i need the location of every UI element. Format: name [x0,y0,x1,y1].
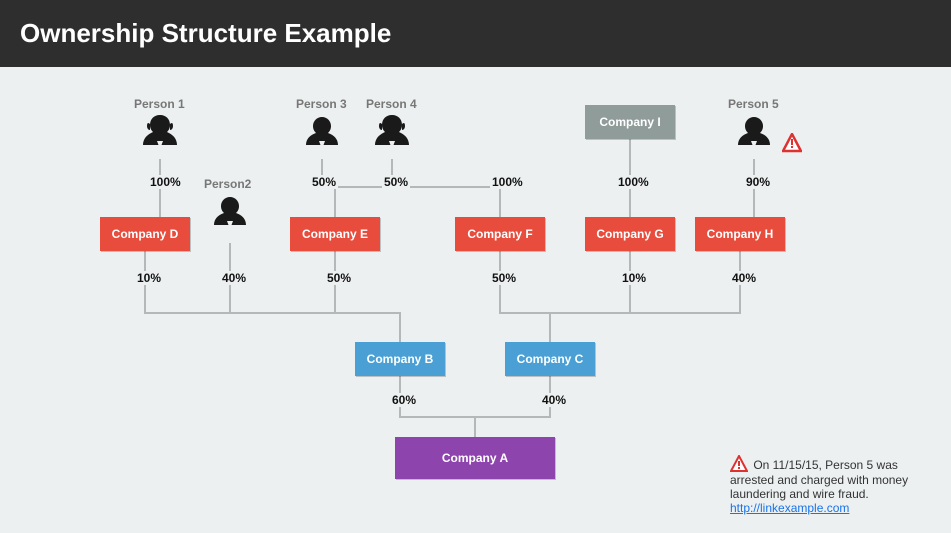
org-box: Company C [505,342,595,376]
warning-icon [730,455,748,473]
ownership-percent: 40% [540,393,568,407]
person-label: Person 3 [296,97,347,111]
ownership-percent: 10% [620,271,648,285]
footnote-text: On 11/15/15, Person 5 was arrested and c… [730,458,908,501]
org-box: Company H [695,217,785,251]
diagram-canvas: Person 1 Person 3 Person 4 Person 5 Person2 C… [0,67,951,530]
warning-icon [782,133,802,153]
person-label: Person 1 [134,97,185,111]
org-box: Company I [585,105,675,139]
person-label: Person2 [204,177,251,191]
org-box: Company B [355,342,445,376]
ownership-percent: 100% [490,175,525,189]
footnote-link[interactable]: http://linkexample.com [730,501,849,515]
org-box: Company E [290,217,380,251]
person-icon [298,111,346,159]
person-label: Person 4 [366,97,417,111]
page-title: Ownership Structure Example [0,0,951,67]
ownership-percent: 90% [744,175,772,189]
person-icon [136,111,184,159]
ownership-percent: 50% [490,271,518,285]
person-icon [368,111,416,159]
org-box: Company G [585,217,675,251]
footnote: On 11/15/15, Person 5 was arrested and c… [730,455,930,515]
ownership-percent: 50% [382,175,410,189]
person-icon [206,191,254,239]
ownership-percent: 50% [325,271,353,285]
ownership-percent: 50% [310,175,338,189]
org-box: Company F [455,217,545,251]
ownership-percent: 100% [148,175,183,189]
ownership-percent: 40% [730,271,758,285]
person-label: Person 5 [728,97,779,111]
ownership-percent: 40% [220,271,248,285]
person-icon [730,111,778,159]
ownership-percent: 60% [390,393,418,407]
ownership-percent: 100% [616,175,651,189]
org-box: Company D [100,217,190,251]
org-box: Company A [395,437,555,479]
ownership-percent: 10% [135,271,163,285]
